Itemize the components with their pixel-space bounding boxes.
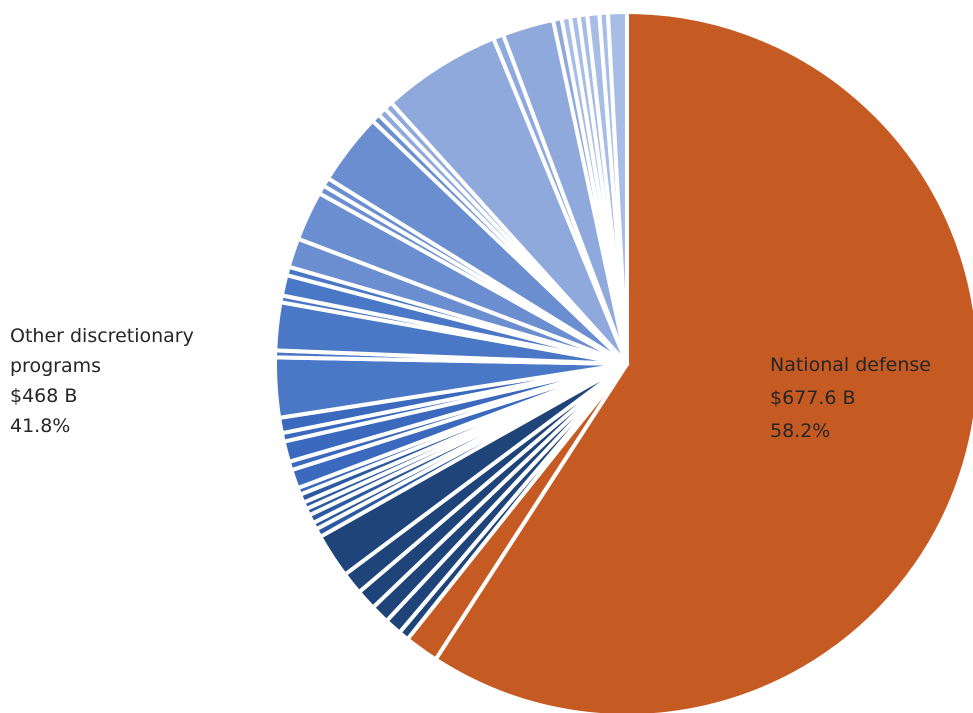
pie-slices [273,10,973,713]
label-national-defense-name: National defense [770,354,931,376]
slice-national-defense [433,10,973,713]
label-national-defense-percent: 58.2% [770,420,830,442]
label-national-defense: National defense $677.6 B 58.2% [770,354,937,442]
label-other-discretionary: Other discretionary programs $468 B 41.8… [10,325,200,437]
slice-other-43 [605,10,629,366]
label-national-defense-value: $677.6 B [770,387,856,409]
label-other-percent: 41.8% [10,415,70,437]
label-other-value: $468 B [10,385,77,407]
label-other-name-line1: Other discretionary [10,325,194,347]
label-other-name-line2: programs [10,355,101,377]
